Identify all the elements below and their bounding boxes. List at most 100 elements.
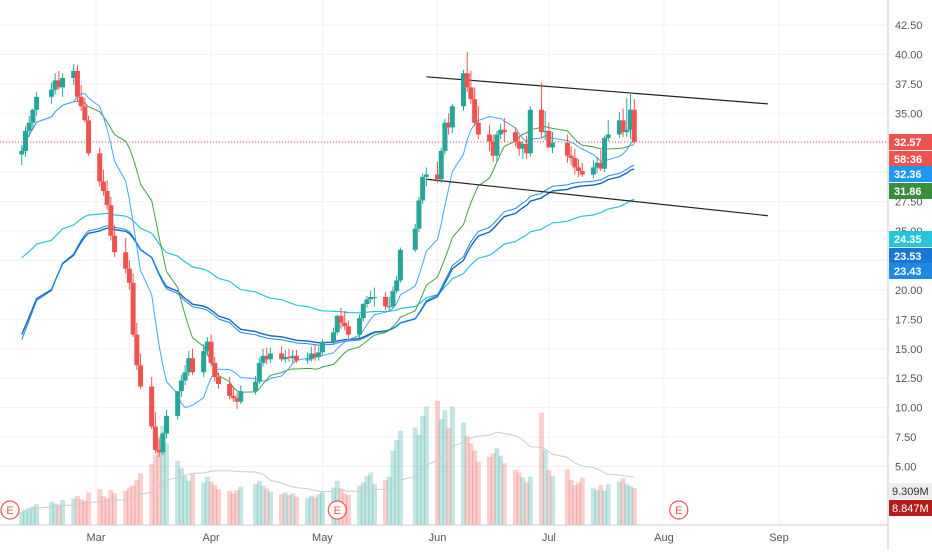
candle [156,438,162,458]
volume-bar [71,498,77,525]
candle [178,374,184,398]
candle-body [435,174,440,180]
candle-body [331,332,337,342]
candle [334,314,340,335]
volume-bar [312,497,318,525]
candle-body [468,87,474,100]
volume-bar [227,490,233,525]
price-badge: 24.35 [889,231,932,247]
volume-bar [52,503,58,525]
candle [472,87,478,127]
candle-body [290,355,296,359]
volume-bar [520,477,526,525]
candle [286,348,292,362]
volume-bar [238,486,244,525]
price-badge-label: 24.35 [894,234,922,246]
x-tick-label: Mar [87,532,106,544]
candle-body [550,142,556,148]
candle [52,73,58,95]
candle [342,311,348,330]
candle-body [130,282,136,335]
y-tick-label: 35.00 [895,108,923,120]
candle-body [238,391,244,402]
volume-bars [19,400,637,525]
volume-bar [572,485,578,525]
volume-bar [472,450,478,525]
volume-bar [397,430,403,525]
candle-body [386,306,392,308]
volume-bar [394,440,400,525]
candle-body [253,381,259,392]
candle-body [472,99,478,123]
volume-bar [126,487,132,525]
candle-body [286,357,292,359]
volume-bar [628,486,634,525]
candle-body [572,158,578,168]
candle [576,159,582,177]
candle-body [319,341,325,353]
price-badge: 23.43 [889,263,932,279]
volume-bar [579,477,585,525]
candle [230,386,236,402]
candle-body [267,353,273,360]
candle-body [100,181,106,192]
candle [130,273,136,337]
candle-body [134,334,140,366]
candle-body [538,109,544,133]
candle [579,162,585,177]
price-badges: 32.57 58:36 32.36 31.86 24.35 23.53 23.43 9.309… [889,134,932,516]
candle [19,145,25,166]
candle-body [516,141,522,149]
price-badge-bg [889,263,932,279]
volume-bar [383,480,389,525]
candle-body [164,415,170,434]
channel-trendline-lower [426,178,768,217]
candle [56,70,62,90]
candle-body [256,362,262,382]
candle-body [394,280,400,292]
volume-bar [293,496,299,525]
candle-body [82,106,88,121]
candle [160,432,166,455]
candle-body [397,249,403,281]
volume-badge-bg [889,483,932,499]
volume-bar [308,495,314,525]
candle-body [234,398,240,402]
candle [112,225,118,257]
candle [390,286,396,309]
volume-bar [286,495,292,525]
candle-body [308,353,314,360]
candle-body [524,143,530,154]
candle [486,125,492,151]
y-tick-label: 42.50 [895,20,923,32]
volume-bar [631,488,637,525]
volume-badge: 8.847M [889,500,932,516]
candle [182,365,188,386]
volume-bar [423,406,429,525]
candle-body [112,235,118,253]
candle [282,349,288,363]
candle [74,65,80,102]
x-tick-label: May [312,532,333,544]
volume-bar [100,496,106,525]
candle [208,334,214,367]
candle-body [282,357,288,360]
candle-body [446,122,452,128]
y-tick-label: 15.00 [895,344,923,356]
volume-bar [56,504,62,525]
candle [568,146,574,166]
candle-body [74,70,80,97]
candle-body [371,296,377,298]
volume-bar [516,472,522,525]
volume-bar [490,453,496,525]
candlesticks [19,52,637,458]
candle [22,126,28,157]
price-badge-bg [889,183,932,199]
candle-body [442,122,448,151]
candle [134,322,140,370]
candle [260,348,266,367]
volume-bar [108,490,114,525]
volume-bar [371,484,377,525]
candle-body [576,167,582,171]
